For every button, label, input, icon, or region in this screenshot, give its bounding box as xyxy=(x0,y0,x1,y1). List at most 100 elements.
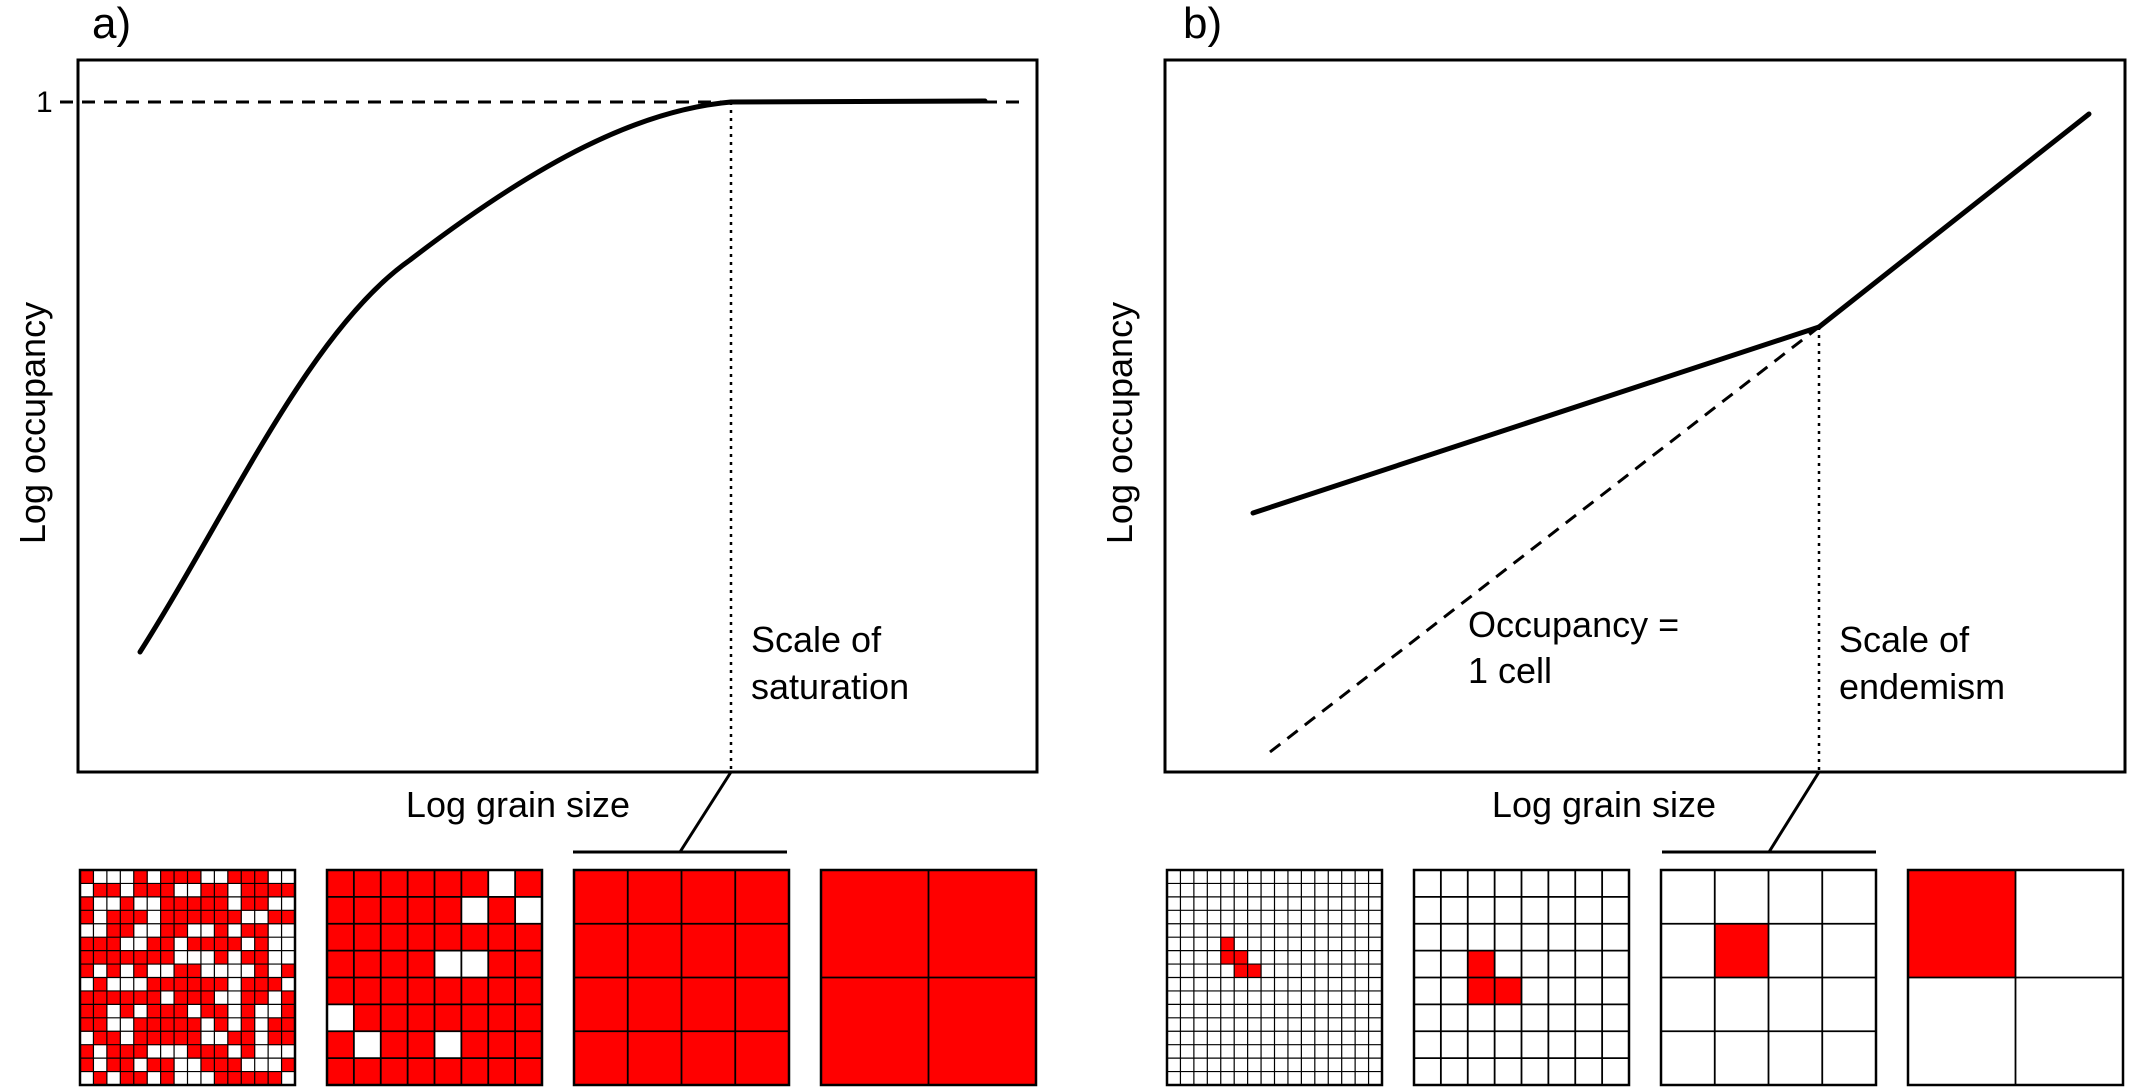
occupied-cell xyxy=(187,1031,202,1046)
occupied-cell xyxy=(187,896,202,911)
occupied-cell xyxy=(187,910,202,925)
panel-b-connector-diagonal xyxy=(1767,771,1821,853)
occupied-cell xyxy=(120,896,135,911)
occupied-cell xyxy=(106,1031,121,1046)
panel-b-occupancy-line-lower xyxy=(1250,324,1822,516)
occupied-cell xyxy=(106,990,121,1005)
occupied-cell xyxy=(106,1058,121,1073)
occupied-cell xyxy=(434,923,462,952)
occupied-cell xyxy=(380,896,409,925)
occupied-cell xyxy=(281,1031,296,1046)
panel-a-plot-frame xyxy=(76,58,1039,774)
occupied-cell xyxy=(407,977,435,1005)
occupied-cell xyxy=(174,923,188,938)
occupied-cell xyxy=(160,896,175,911)
panel-b-dashed-label-line2: 1 cell xyxy=(1468,650,1552,691)
occupied-cell xyxy=(281,1017,296,1032)
occupied-cell xyxy=(254,883,269,898)
occupied-cell xyxy=(407,1031,435,1059)
occupied-cell xyxy=(133,910,148,925)
occupied-cell xyxy=(214,1058,229,1073)
occupied-cell xyxy=(160,883,175,898)
occupied-cell xyxy=(174,870,188,884)
occupied-cell xyxy=(241,923,256,938)
panel-b-label: b) xyxy=(1183,0,1222,48)
occupied-cell xyxy=(407,1004,435,1032)
occupied-cell xyxy=(380,950,409,978)
occupied-cell xyxy=(268,1017,283,1032)
grid-border xyxy=(78,868,297,1087)
occupied-cell xyxy=(174,964,188,978)
occupied-cell xyxy=(488,1004,516,1032)
occupied-cell xyxy=(93,937,108,952)
occupied-cell xyxy=(928,977,1037,1086)
occupied-cell xyxy=(281,990,296,1005)
occupied-cell xyxy=(515,1004,543,1032)
occupied-cell xyxy=(147,883,162,898)
panel-a-grid-2x2 xyxy=(819,868,1038,1087)
occupied-cell xyxy=(1494,977,1522,1005)
occupied-cell xyxy=(254,870,269,884)
occupied-cell xyxy=(227,1071,242,1086)
occupied-cell xyxy=(434,977,462,1005)
panel-b-one-cell-line xyxy=(1269,325,1820,754)
occupied-cell xyxy=(735,923,790,978)
occupied-cell xyxy=(281,1004,296,1019)
occupied-cell xyxy=(574,870,629,925)
occupied-cell xyxy=(461,977,489,1005)
panel-a: a) 1 Scale of saturation Log occupancy L… xyxy=(12,0,1039,1087)
occupied-cell xyxy=(227,1031,242,1046)
panel-b-annotation-line1: Scale of xyxy=(1839,619,1970,660)
occupied-cell xyxy=(327,1058,355,1086)
occupied-cell xyxy=(407,896,435,925)
occupied-cell xyxy=(254,950,269,965)
occupied-cell xyxy=(214,1071,229,1086)
occupied-cell xyxy=(93,883,108,898)
occupied-cell xyxy=(80,870,94,884)
occupied-cell xyxy=(461,1031,489,1059)
occupied-cell xyxy=(120,950,135,965)
occupied-cell xyxy=(106,923,121,938)
occupied-cell xyxy=(268,1031,283,1046)
occupied-cell xyxy=(214,883,229,898)
occupied-cell xyxy=(147,1004,162,1019)
occupied-cell xyxy=(174,1031,188,1046)
occupied-cell xyxy=(227,937,242,952)
occupied-cell xyxy=(160,1004,175,1019)
occupied-cell xyxy=(174,1004,188,1019)
occupied-cell xyxy=(627,923,682,978)
occupied-cell xyxy=(106,910,121,925)
occupied-cell xyxy=(515,1058,543,1086)
occupied-cell xyxy=(928,870,1037,978)
occupied-cell xyxy=(200,883,215,898)
occupied-cell xyxy=(147,977,162,992)
occupied-cell xyxy=(160,950,175,965)
occupied-cell xyxy=(187,990,202,1005)
panel-a-grid-16x16 xyxy=(78,868,297,1087)
occupied-cell xyxy=(200,937,215,952)
occupied-cell xyxy=(200,1058,215,1073)
occupied-cell xyxy=(93,977,108,992)
occupied-cell xyxy=(1908,870,2016,978)
occupied-cell xyxy=(327,1031,355,1059)
occupied-cell xyxy=(254,923,269,938)
occupied-cell xyxy=(241,870,256,884)
panel-b-plot-frame xyxy=(1163,58,2127,774)
occupied-cell xyxy=(133,964,148,978)
occupied-cell xyxy=(681,977,736,1032)
occupied-cell xyxy=(268,910,283,925)
grid-border xyxy=(572,868,791,1087)
occupied-cell xyxy=(735,977,790,1032)
occupied-cell xyxy=(254,896,269,911)
occupied-cell xyxy=(627,870,682,925)
occupied-cell xyxy=(488,896,516,925)
occupied-cell xyxy=(147,950,162,965)
panel-a-connector-diagonal xyxy=(678,771,733,853)
occupied-cell xyxy=(407,950,435,978)
occupied-cell xyxy=(268,977,283,992)
occupied-cell xyxy=(214,923,229,938)
occupied-cell xyxy=(93,950,108,965)
panel-b-grid-4x4 xyxy=(1659,868,1878,1087)
occupied-cell xyxy=(434,870,462,898)
occupied-cell xyxy=(241,950,256,965)
